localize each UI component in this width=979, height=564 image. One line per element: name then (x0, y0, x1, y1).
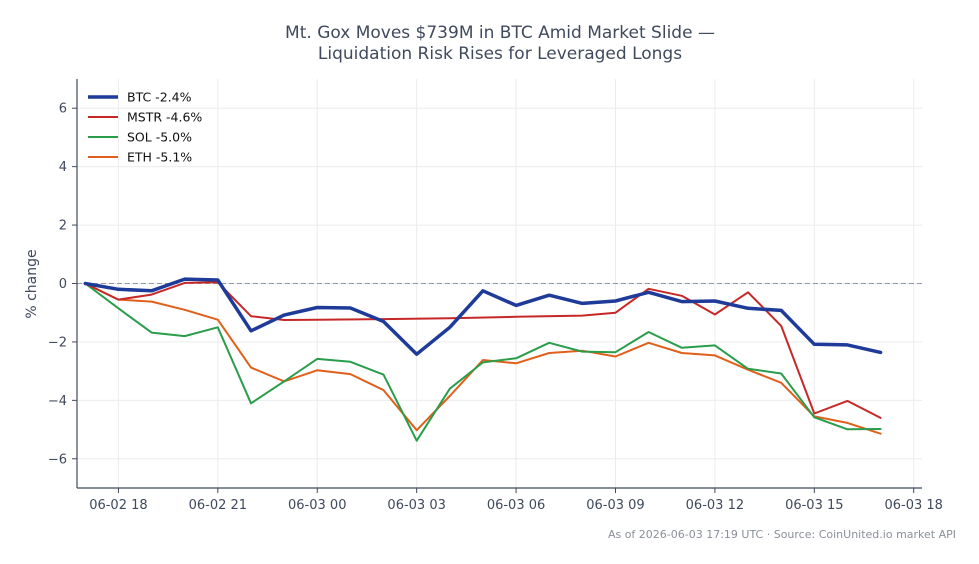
series-line-mstr (84, 281, 882, 419)
series-line-btc (83, 277, 883, 356)
chart-title-line-2: Liquidation Risk Rises for Leveraged Lon… (318, 44, 682, 64)
x-tick-label: 06-03 18 (884, 498, 942, 513)
x-tick-label: 06-03 15 (785, 498, 843, 513)
y-tick-label: −2 (48, 335, 67, 350)
legend-label-btc: BTC -2.4% (127, 90, 192, 105)
y-tick-label: 4 (59, 160, 67, 175)
legend-label-eth: ETH -5.1% (127, 150, 192, 165)
chart-title-line-1: Mt. Gox Moves $739M in BTC Amid Market S… (285, 23, 715, 43)
legend: BTC -2.4% MSTR -4.6% SOL -5.0% ETH -5.1% (88, 90, 202, 165)
legend-label-sol: SOL -5.0% (127, 130, 192, 145)
x-tick-label: 06-03 00 (288, 498, 346, 513)
x-tick-label: 06-02 21 (189, 498, 247, 513)
chart-footnote: As of 2026-06-03 17:19 UTC · Source: Coi… (608, 528, 956, 541)
series-layer (83, 277, 883, 442)
x-tick-label: 06-02 18 (89, 498, 147, 513)
x-axis-ticks: 06-02 18 06-02 21 06-03 00 06-03 03 06-03 06… (89, 488, 943, 513)
legend-label-mstr: MSTR -4.6% (127, 110, 202, 125)
y-tick-label: −6 (48, 452, 67, 467)
y-axis-label: % change (24, 249, 40, 318)
y-tick-label: 2 (59, 219, 67, 234)
y-tick-label: 0 (59, 277, 67, 292)
series-line-sol (84, 282, 882, 442)
x-tick-label: 06-03 12 (686, 498, 744, 513)
x-tick-label: 06-03 09 (586, 498, 644, 513)
y-tick-label: −4 (48, 394, 67, 409)
y-tick-label: 6 (59, 102, 67, 117)
x-tick-label: 06-03 03 (387, 498, 445, 513)
x-tick-label: 06-03 06 (487, 498, 545, 513)
y-axis-ticks: 6 4 2 0 −2 −4 −6 (48, 102, 77, 467)
